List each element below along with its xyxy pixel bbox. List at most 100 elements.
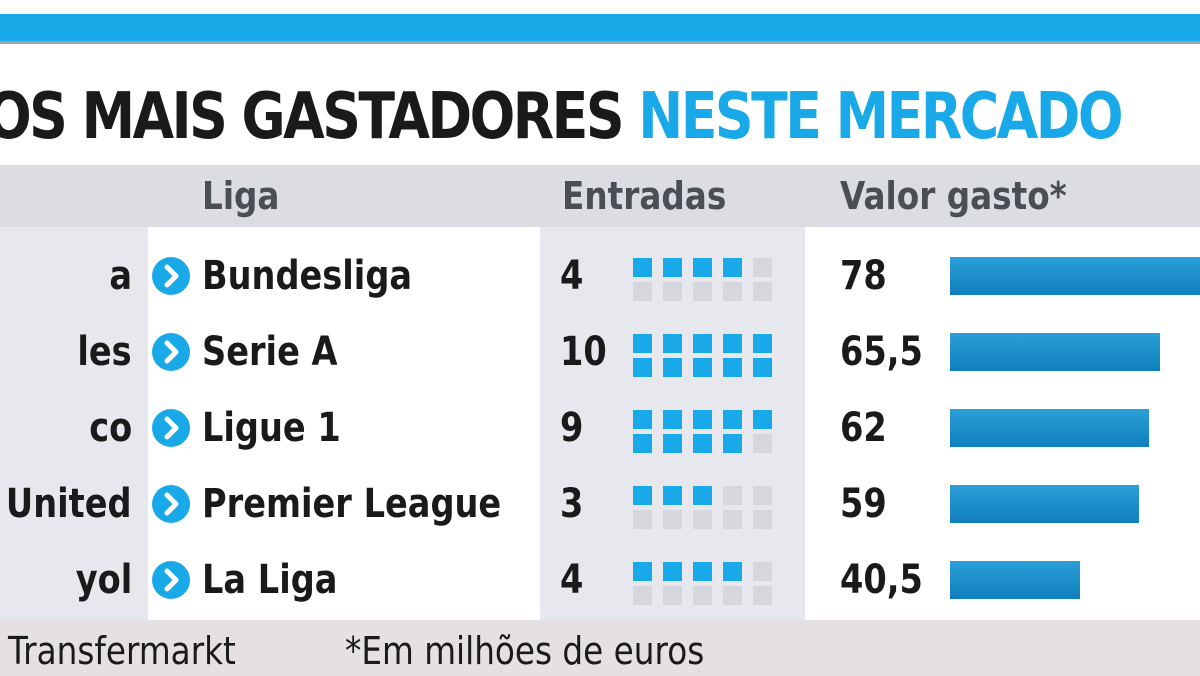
team-name: yol [75,557,132,603]
entrada-square-filled [723,410,742,429]
valor-value: 78 [840,253,887,299]
title-part-1: OS MAIS GASTADORES [0,80,625,154]
entrada-square-filled [753,410,772,429]
footer-note: *Em milhões de euros [345,629,705,673]
entrada-square-filled [633,486,652,505]
entradas-squares [633,258,773,301]
valor-column-bg [805,165,1200,620]
footer-band [0,620,1200,676]
entrada-square-filled [693,258,712,277]
table-row: yol La Liga 4 40,5 [0,542,1200,618]
entrada-square-filled [633,562,652,581]
entrada-square-filled [723,562,742,581]
entradas-value: 9 [560,405,584,451]
entrada-square-filled [753,334,772,353]
valor-value: 59 [840,481,887,527]
chevron-right-icon [152,485,190,523]
entrada-square-filled [663,358,682,377]
valor-value: 40,5 [840,557,923,603]
table-row: les Serie A 10 65,5 [0,314,1200,390]
entrada-square-filled [663,258,682,277]
liga-name: Ligue 1 [202,405,341,451]
entrada-square-empty [723,586,742,605]
header-band-valor [805,165,1200,227]
chevron-right-icon [152,409,190,447]
chevron-right-icon [152,257,190,295]
liga-name: Premier League [202,481,502,527]
entrada-square-filled [693,434,712,453]
valor-bar [950,257,1200,295]
entrada-square-empty [693,510,712,529]
valor-bar [950,333,1160,371]
entrada-square-filled [633,258,652,277]
entrada-square-filled [723,358,742,377]
header-valor: Valor gasto* [840,174,1067,218]
entrada-square-empty [633,510,652,529]
valor-value: 62 [840,405,887,451]
table-row: United Premier League 3 59 [0,466,1200,542]
valor-value: 65,5 [840,329,923,375]
entradas-squares [633,410,773,453]
entrada-square-filled [723,258,742,277]
entrada-square-empty [723,510,742,529]
entrada-square-filled [693,334,712,353]
valor-bar [950,409,1149,447]
table-row: a Bundesliga 4 78 [0,238,1200,314]
entrada-square-filled [663,486,682,505]
entrada-square-filled [663,410,682,429]
entrada-square-filled [633,358,652,377]
title-part-2: NESTE MERCADO [638,80,1123,154]
chevron-right-icon [152,333,190,371]
entrada-square-empty [633,586,652,605]
entrada-square-empty [753,282,772,301]
entrada-square-empty [753,562,772,581]
entrada-square-filled [753,358,772,377]
entrada-square-empty [663,510,682,529]
liga-column-bg [148,165,540,620]
valor-bar [950,561,1080,599]
entrada-square-empty [663,586,682,605]
entrada-square-filled [693,358,712,377]
entrada-square-empty [753,434,772,453]
header-band-liga [148,165,540,227]
entrada-square-filled [633,334,652,353]
entrada-square-empty [693,282,712,301]
entrada-square-filled [693,486,712,505]
entrada-square-empty [753,510,772,529]
entrada-square-empty [633,282,652,301]
entradas-column-bg [540,165,805,620]
table-row: co Ligue 1 9 62 [0,390,1200,466]
entrada-square-filled [663,334,682,353]
footer-source: Transfermarkt [8,629,236,673]
entrada-square-empty [753,586,772,605]
header-entradas: Entradas [562,174,727,218]
entrada-square-filled [633,434,652,453]
liga-name: Bundesliga [202,253,413,299]
entrada-square-filled [693,562,712,581]
header-liga: Liga [202,174,280,218]
entradas-value: 3 [560,481,584,527]
team-name: United [6,481,132,527]
entrada-square-empty [723,486,742,505]
team-name: co [88,405,132,451]
entrada-square-empty [693,586,712,605]
entrada-square-filled [723,334,742,353]
entrada-square-filled [663,434,682,453]
entrada-square-empty [753,486,772,505]
entradas-value: 4 [560,253,584,299]
entradas-squares [633,486,773,529]
liga-name: La Liga [202,557,338,603]
entrada-square-empty [663,282,682,301]
entrada-square-empty [723,282,742,301]
header-band-team [0,165,148,227]
entrada-square-empty [753,258,772,277]
entrada-square-filled [633,410,652,429]
entradas-value: 4 [560,557,584,603]
top-accent-bar [0,14,1200,44]
entrada-square-filled [693,410,712,429]
team-column-bg [0,165,148,620]
entradas-squares [633,334,773,377]
page-title: OS MAIS GASTADORES NESTE MERCADO [0,72,1124,162]
entradas-value: 10 [560,329,607,375]
team-name: a [109,253,132,299]
